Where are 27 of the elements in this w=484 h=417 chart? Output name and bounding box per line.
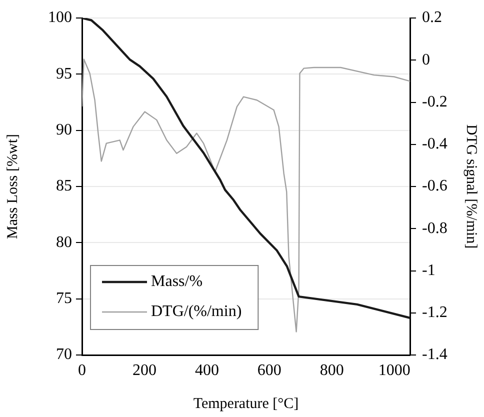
x-tick-label: 200	[132, 362, 156, 379]
y2-tick-label: -1.4	[422, 346, 448, 364]
legend-label: Mass/%	[151, 273, 203, 290]
x-tick-label: 600	[257, 362, 282, 379]
y2-tick-label: 0.2	[422, 9, 442, 26]
y2-tick-label: 0	[422, 51, 430, 68]
y-tick-label: 100	[48, 9, 72, 26]
y-tick-label: 80	[56, 234, 72, 251]
x-axis-title: Temperature [°C]	[193, 396, 299, 412]
x-tick-label: 1000	[378, 362, 410, 379]
x-tick-label: 0	[78, 362, 86, 379]
y-tick-label: 90	[56, 122, 72, 139]
y2-tick-label: -0.8	[422, 220, 448, 237]
y-tick-label: 95	[56, 65, 72, 82]
y2-axis-title: DTG signal [%/min]	[463, 124, 480, 249]
y2-tick-label: -0.2	[422, 93, 448, 110]
y-tick-label: 75	[56, 290, 72, 308]
y2-tick-label: -1.2	[422, 304, 448, 322]
y-axis-title: Mass Loss [%wt]	[4, 134, 21, 239]
y-tick-label: 85	[56, 178, 72, 195]
y-tick-label: 70	[56, 346, 72, 364]
x-tick-label: 400	[194, 362, 219, 379]
legend-label: DTG/(%/min)	[151, 303, 242, 320]
x-tick-label: 800	[320, 362, 344, 379]
y2-tick-label: -0.6	[422, 178, 448, 195]
y2-tick-label: -1	[422, 262, 436, 279]
y2-tick-label: -0.4	[422, 136, 448, 153]
